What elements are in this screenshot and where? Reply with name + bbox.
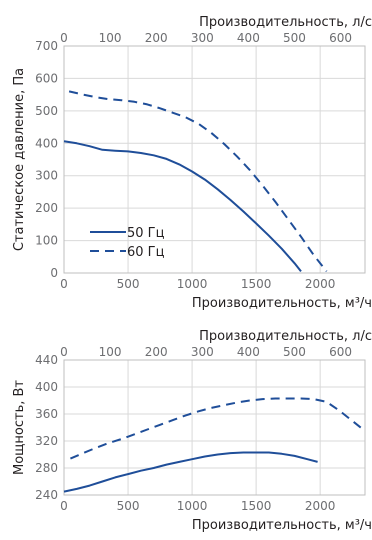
top-tick-label: 600 bbox=[329, 31, 352, 45]
legend-label: 60 Гц bbox=[127, 245, 165, 260]
top-tick-label: 300 bbox=[191, 345, 214, 359]
y-axis-title: Статическое давление, Па bbox=[12, 68, 27, 251]
y-tick-label: 300 bbox=[35, 169, 58, 183]
y-tick-label: 700 bbox=[35, 39, 58, 53]
x-tick-label: 1500 bbox=[241, 499, 272, 513]
top-tick-label: 600 bbox=[329, 345, 352, 359]
y-tick-label: 400 bbox=[35, 136, 58, 150]
series-line-50hz bbox=[63, 451, 318, 493]
y-tick-label: 320 bbox=[35, 434, 58, 448]
y-tick-label: 280 bbox=[35, 461, 58, 475]
y-tick-label: 200 bbox=[35, 201, 58, 215]
y-tick-label: 360 bbox=[35, 407, 58, 421]
x-axis-title: Производительность, м³/ч bbox=[192, 518, 372, 533]
x-axis-title: Производительность, м³/ч bbox=[192, 296, 372, 311]
y-tick-label: 400 bbox=[35, 380, 58, 394]
x-tick-label: 2000 bbox=[305, 277, 336, 291]
x-tick-label: 1000 bbox=[177, 277, 208, 291]
x-tick-label: 500 bbox=[117, 499, 140, 513]
top-tick-label: 400 bbox=[237, 31, 260, 45]
x-tick-label: 0 bbox=[60, 499, 68, 513]
x-tick-label: 0 bbox=[60, 277, 68, 291]
y-tick-label: 440 bbox=[35, 353, 58, 367]
top-axis-title: Производительность, л/с bbox=[199, 15, 372, 30]
top-tick-label: 0 bbox=[60, 31, 68, 45]
top-tick-label: 100 bbox=[99, 345, 122, 359]
plot-frame bbox=[63, 45, 366, 274]
legend-label: 50 Гц bbox=[127, 226, 165, 241]
y-tick-label: 240 bbox=[35, 488, 58, 502]
plot-frame bbox=[63, 359, 366, 496]
top-tick-label: 300 bbox=[191, 31, 214, 45]
x-tick-label: 2000 bbox=[305, 499, 336, 513]
y-tick-label: 100 bbox=[35, 234, 58, 248]
top-tick-label: 500 bbox=[283, 345, 306, 359]
top-tick-label: 200 bbox=[145, 345, 168, 359]
top-axis-title: Производительность, л/с bbox=[199, 329, 372, 344]
x-tick-label: 500 bbox=[117, 277, 140, 291]
legend: 50 Гц 60 Гц bbox=[90, 226, 165, 260]
top-tick-label: 200 bbox=[145, 31, 168, 45]
top-tick-label: 500 bbox=[283, 31, 306, 45]
x-tick-label: 1000 bbox=[177, 499, 208, 513]
y-tick-label: 0 bbox=[50, 266, 58, 280]
series-line-60hz bbox=[70, 397, 364, 460]
y-tick-label: 500 bbox=[35, 104, 58, 118]
y-tick-label: 600 bbox=[35, 71, 58, 85]
series-line-50hz bbox=[63, 140, 302, 273]
top-tick-label: 100 bbox=[99, 31, 122, 45]
x-tick-label: 1500 bbox=[241, 277, 272, 291]
top-tick-label: 0 bbox=[60, 345, 68, 359]
y-axis-title: Мощность, Вт bbox=[12, 380, 27, 475]
series-line-60hz bbox=[68, 90, 328, 273]
top-tick-label: 400 bbox=[237, 345, 260, 359]
